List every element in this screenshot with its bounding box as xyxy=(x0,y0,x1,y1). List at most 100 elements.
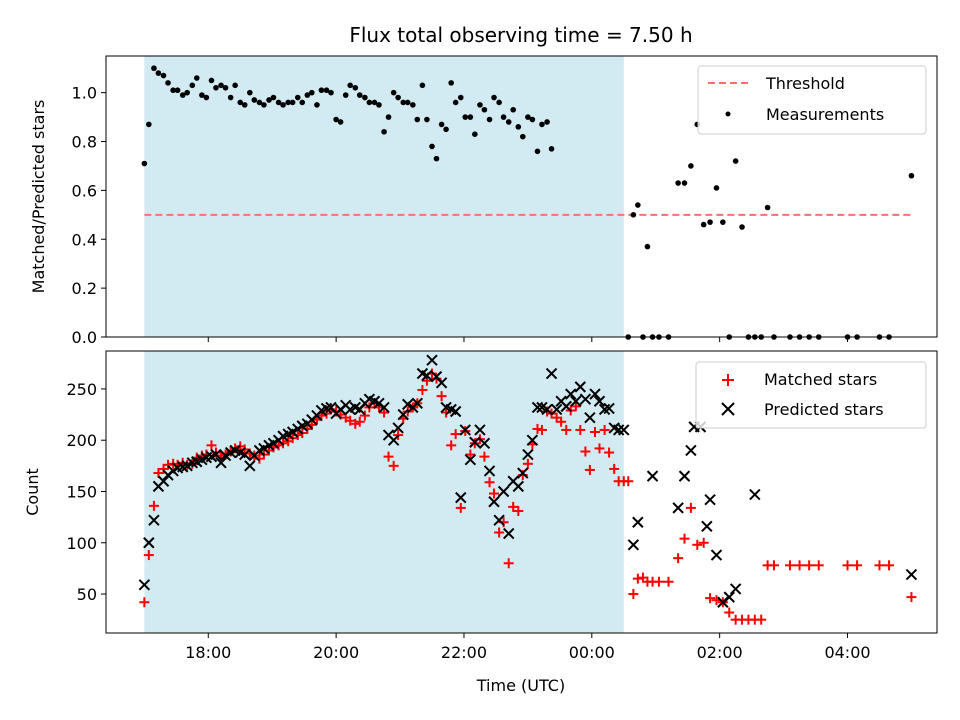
matched-point xyxy=(536,424,547,435)
measurement-point xyxy=(539,121,545,128)
matched-point xyxy=(575,424,586,435)
y-tick-label: 1.0 xyxy=(72,84,97,103)
predicted-point xyxy=(387,434,400,446)
count-x-ticks: 18:00 20:00 22:00 00:00 02:00 04:00 xyxy=(185,633,871,662)
predicted-point xyxy=(593,395,606,407)
measurement-point xyxy=(261,102,267,108)
measurement-point xyxy=(285,99,291,106)
measurement-point xyxy=(400,99,407,106)
matched-point xyxy=(705,593,716,604)
predicted-point xyxy=(905,568,918,581)
predicted-point xyxy=(455,491,467,504)
matched-point xyxy=(379,407,390,418)
predicted-point xyxy=(565,388,577,400)
measurement-point xyxy=(141,160,148,167)
measurement-point xyxy=(515,124,522,130)
y-tick-label: 50 xyxy=(77,585,97,604)
measurement-point xyxy=(534,148,541,155)
measurement-point xyxy=(251,97,258,103)
y-tick-label: 0.4 xyxy=(72,230,97,249)
measurement-point xyxy=(174,87,181,94)
predicted-point xyxy=(138,579,151,591)
measurement-point xyxy=(472,131,478,137)
measurement-point xyxy=(333,116,339,123)
measurement-point xyxy=(395,94,401,101)
measurement-point xyxy=(232,82,238,89)
measurement-point xyxy=(419,82,426,89)
measurement-point xyxy=(739,224,745,230)
x-tick-label: 20:00 xyxy=(313,643,359,662)
matched-point xyxy=(148,500,159,511)
measurement-point xyxy=(218,82,224,89)
predicted-point xyxy=(672,502,684,514)
y-tick-label: 200 xyxy=(66,431,97,450)
y-tick-label: 250 xyxy=(66,380,97,399)
measurement-point xyxy=(390,89,397,96)
matched-point xyxy=(139,597,150,608)
matched-point xyxy=(768,560,779,571)
predicted-point xyxy=(478,437,491,449)
legend-measurements-label: Measurements xyxy=(766,105,884,124)
measurement-point xyxy=(299,99,306,106)
matched-point xyxy=(388,460,399,471)
matched-point xyxy=(556,416,567,427)
matched-point xyxy=(494,527,505,538)
measurement-point xyxy=(908,172,915,179)
matched-point xyxy=(653,576,664,587)
predicted-point xyxy=(685,444,697,457)
x-tick-label: 02:00 xyxy=(697,643,743,662)
matched-point xyxy=(383,451,394,462)
measurement-point xyxy=(266,97,272,103)
measurement-point xyxy=(720,219,726,225)
measurement-point xyxy=(433,155,440,162)
predicted-point xyxy=(392,422,404,434)
x-tick-label: 04:00 xyxy=(824,643,870,662)
measurement-point xyxy=(280,102,286,108)
measurement-point xyxy=(347,82,353,89)
matched-point xyxy=(698,537,709,548)
measurement-point xyxy=(486,116,493,123)
measurement-point xyxy=(525,114,531,120)
predicted-point xyxy=(148,514,160,526)
measurement-point xyxy=(371,99,378,106)
matched-point xyxy=(350,418,361,429)
matched-point xyxy=(561,424,572,435)
matched-point xyxy=(446,440,457,451)
measurement-point xyxy=(414,116,421,123)
observing-span-top xyxy=(144,56,624,337)
measurement-point xyxy=(732,158,739,164)
predicted-point xyxy=(483,465,496,477)
predicted-point xyxy=(488,496,500,508)
ratio-y-label: Matched/Predicted stars xyxy=(29,100,48,294)
measurement-point xyxy=(165,80,171,86)
measurement-point xyxy=(467,114,474,120)
ratio-x-ticks xyxy=(207,337,849,342)
predicted-point xyxy=(464,453,477,466)
matched-point xyxy=(345,415,356,426)
y-tick-label: 150 xyxy=(66,482,97,501)
matched-point xyxy=(623,476,634,487)
measurement-point xyxy=(155,70,162,76)
measurement-point xyxy=(189,82,196,89)
measurement-point xyxy=(199,92,205,98)
measurement-point xyxy=(256,99,263,106)
measurement-point xyxy=(448,80,454,86)
measurement-point xyxy=(294,94,301,101)
predicted-point xyxy=(522,448,534,461)
measurement-point xyxy=(404,99,411,106)
predicted-point xyxy=(286,426,299,438)
matched-point xyxy=(522,458,533,469)
matched-point xyxy=(599,424,610,435)
predicted-stars-layer xyxy=(138,354,918,608)
x-tick-label: 18:00 xyxy=(185,643,231,662)
matched-point xyxy=(842,560,853,571)
predicted-point xyxy=(579,393,592,405)
matched-point xyxy=(852,560,863,571)
legend-matched-swatch xyxy=(722,374,734,386)
measurement-point xyxy=(410,102,416,108)
measurement-point xyxy=(314,102,320,108)
predicted-point xyxy=(397,408,409,421)
predicted-point xyxy=(526,434,539,446)
ratio-legend: Threshold Measurements xyxy=(697,65,927,135)
matched-point xyxy=(874,560,885,571)
